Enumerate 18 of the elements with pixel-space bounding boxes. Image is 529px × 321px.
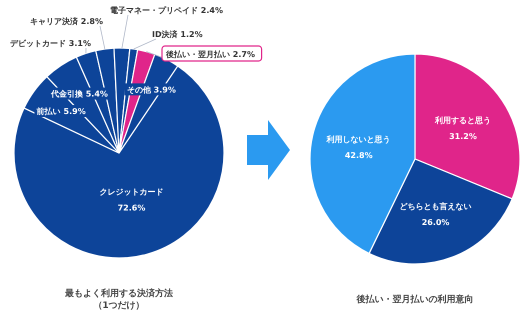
slice-label: 前払い 5.9% [36, 107, 86, 116]
slice-label: クレジットカード [99, 188, 164, 197]
text: 最もよく利用する決済方法（1つだけ） [64, 288, 173, 311]
data-label: 72.6% [118, 204, 146, 213]
data-label: 31.2% [449, 132, 477, 141]
text: 後払い・翌月払いの利用意向 [356, 294, 474, 305]
slice-label: デビットカード 3.1% [10, 39, 91, 48]
slice-label: 電子マネー・プリペイド 2.4% [110, 6, 223, 15]
slice-label: どちらとも言えない [400, 200, 472, 211]
slice-label: 代金引換 5.4% [50, 90, 108, 99]
data-label: 42.8% [344, 151, 373, 160]
slice-label: キャリア決済 2.8% [30, 16, 103, 26]
slice-label: 利用しないと思う [326, 135, 391, 144]
slice-label: 後払い・翌月払い 2.7% [165, 50, 255, 59]
slice-label: その他 3.9% [126, 85, 176, 94]
data-label: 26.0% [422, 218, 450, 227]
slice-label: ID決済 1.2% [152, 29, 203, 39]
slice-label: 利用すると思う [434, 116, 491, 125]
